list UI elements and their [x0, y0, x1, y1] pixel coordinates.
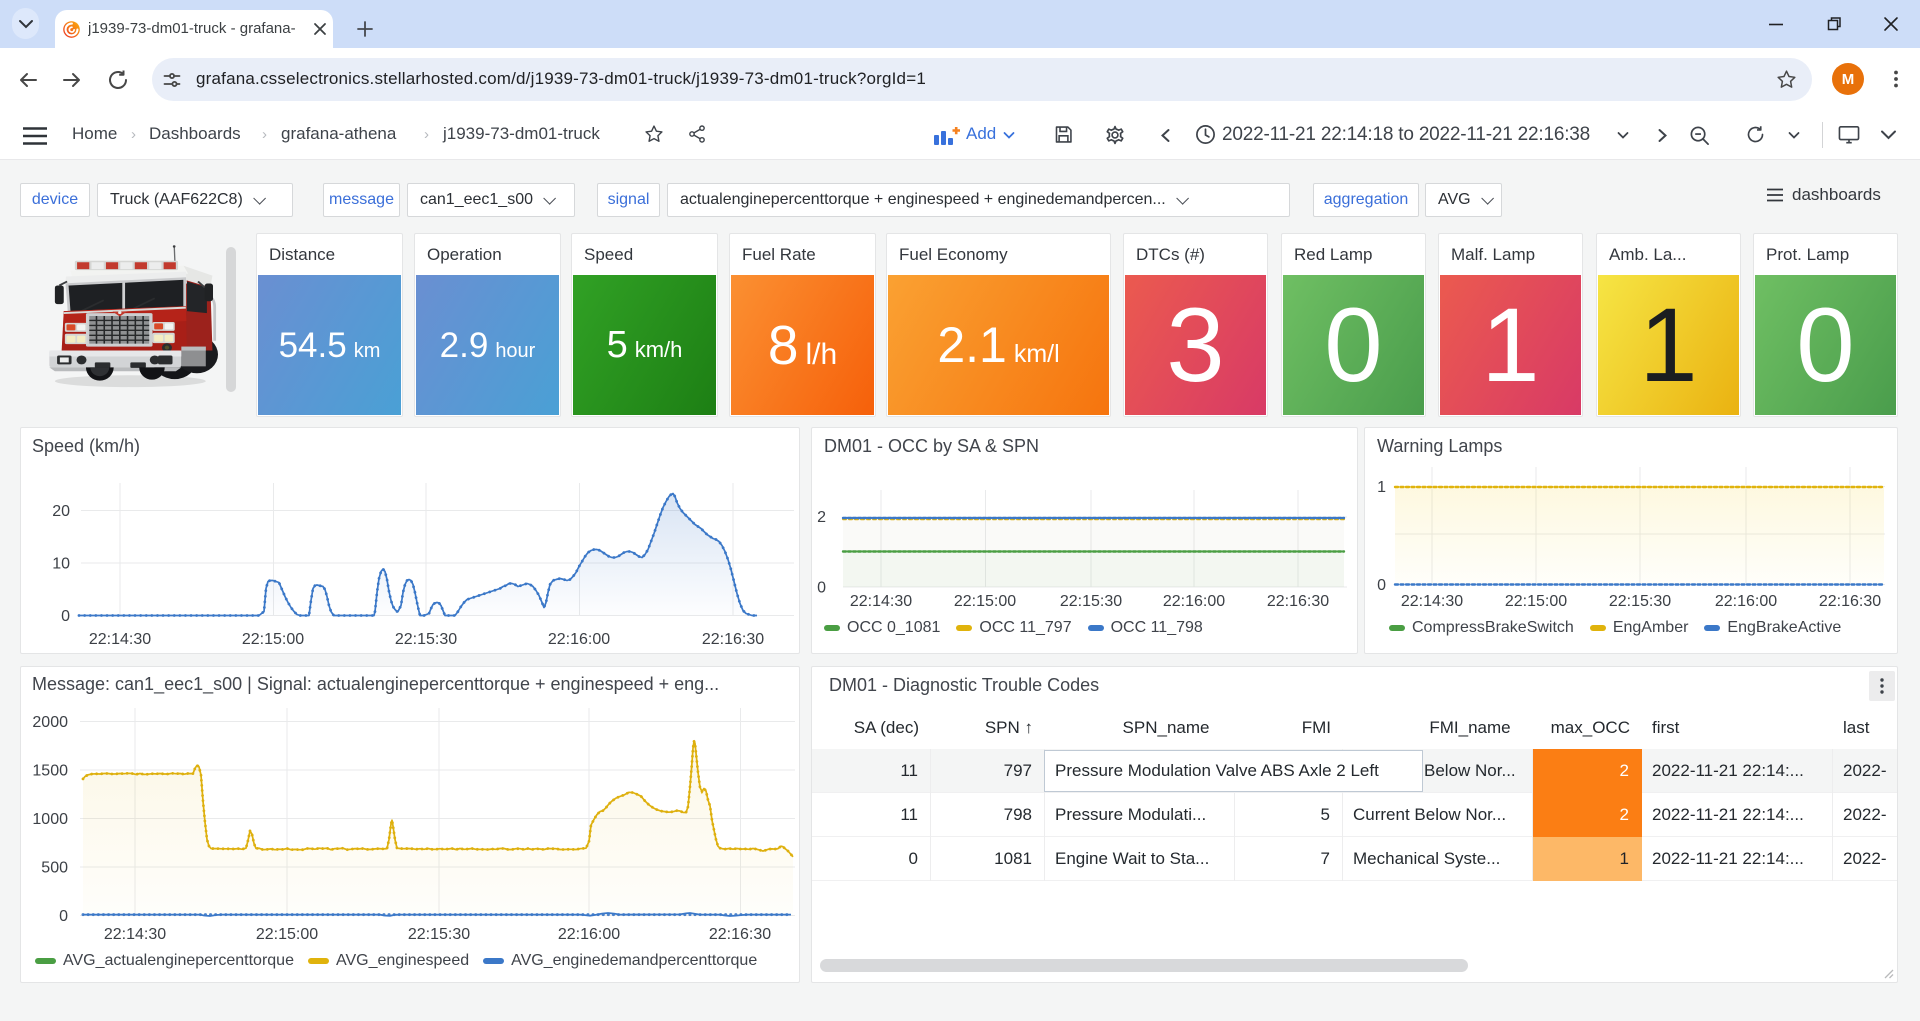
svg-text:22:16:00: 22:16:00: [1715, 593, 1777, 610]
svg-text:22:15:00: 22:15:00: [954, 593, 1016, 610]
svg-text:2: 2: [817, 509, 826, 526]
svg-text:22:15:30: 22:15:30: [395, 631, 457, 648]
svg-text:0: 0: [61, 608, 70, 625]
svg-text:22:14:30: 22:14:30: [1401, 593, 1463, 610]
svg-text:22:14:30: 22:14:30: [89, 631, 151, 648]
svg-text:2000: 2000: [32, 714, 68, 731]
svg-text:22:15:00: 22:15:00: [1505, 593, 1567, 610]
svg-text:1000: 1000: [32, 811, 68, 828]
svg-text:22:14:30: 22:14:30: [104, 926, 166, 943]
svg-text:22:15:30: 22:15:30: [1609, 593, 1671, 610]
svg-text:500: 500: [41, 860, 68, 877]
svg-text:22:16:30: 22:16:30: [1267, 593, 1329, 610]
svg-text:1: 1: [1377, 479, 1386, 496]
svg-text:0: 0: [817, 580, 826, 597]
svg-text:0: 0: [1377, 577, 1386, 594]
svg-text:22:16:30: 22:16:30: [709, 926, 771, 943]
svg-text:1500: 1500: [32, 763, 68, 780]
svg-text:22:14:30: 22:14:30: [850, 593, 912, 610]
svg-text:22:15:00: 22:15:00: [242, 631, 304, 648]
svg-text:22:16:00: 22:16:00: [548, 631, 610, 648]
svg-text:22:15:30: 22:15:30: [1060, 593, 1122, 610]
svg-text:10: 10: [52, 556, 70, 573]
svg-text:22:16:00: 22:16:00: [1163, 593, 1225, 610]
svg-text:22:15:30: 22:15:30: [408, 926, 470, 943]
svg-text:22:16:00: 22:16:00: [558, 926, 620, 943]
svg-text:22:16:30: 22:16:30: [1819, 593, 1881, 610]
svg-text:22:15:00: 22:15:00: [256, 926, 318, 943]
svg-text:22:16:30: 22:16:30: [702, 631, 764, 648]
svg-text:20: 20: [52, 503, 70, 520]
svg-text:0: 0: [59, 908, 68, 925]
